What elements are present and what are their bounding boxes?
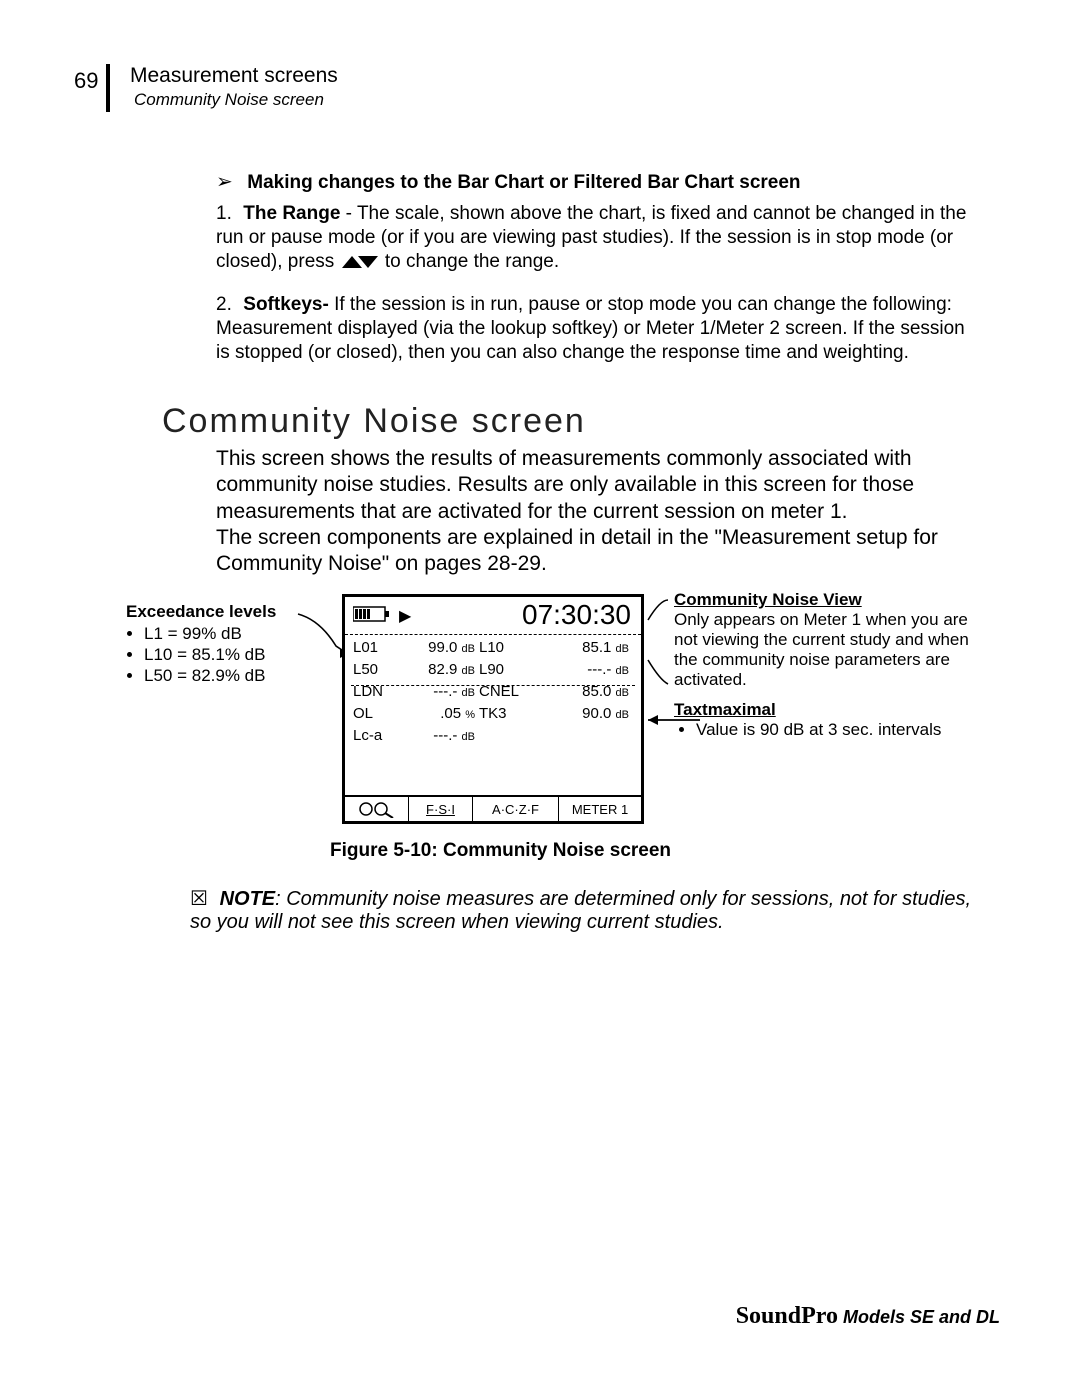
arrow-icon: ➢ — [216, 170, 242, 196]
header-subtitle: Community Noise screen — [134, 90, 324, 110]
section-heading: Community Noise screen — [162, 402, 586, 441]
footer: SoundPro Models SE and DL — [736, 1303, 1000, 1330]
header-bar — [106, 64, 110, 112]
note-icon: ☒ — [190, 886, 214, 911]
device-top-bar: ▶ 07:30:30 — [345, 597, 641, 635]
taxtmax-body: Value is 90 dB at 3 sec. intervals — [696, 720, 974, 740]
right-annotation: Community Noise View Only appears on Met… — [674, 590, 974, 740]
softkey-meter[interactable]: METER 1 — [559, 797, 641, 821]
intro-paragraph: This screen shows the results of measure… — [216, 446, 976, 577]
softkey-lookup[interactable] — [345, 797, 409, 821]
device-screen: ▶ 07:30:30 L0199.0 dBL1085.1 dBL5082.9 d… — [342, 594, 644, 824]
page-number: 69 — [74, 68, 98, 94]
taxtmax-title: Taxtmaximal — [674, 700, 974, 720]
figure-caption: Figure 5-10: Community Noise screen — [330, 840, 671, 862]
softkey-response[interactable]: F·S·I — [409, 797, 473, 821]
cnv-body: Only appears on Meter 1 when you are not… — [674, 610, 974, 690]
exceedance-annotation: Exceedance levels L1 = 99% dB L10 = 85.1… — [126, 602, 326, 687]
device-rows: L0199.0 dBL1085.1 dBL5082.9 dBL90---.- d… — [345, 635, 641, 749]
exceed-l3: L50 = 82.9% dB — [144, 666, 326, 686]
footer-models: Models SE and DL — [838, 1307, 1000, 1327]
item-2-label: Softkeys- — [243, 294, 329, 315]
item-1-tail: to change the range. — [380, 251, 560, 272]
exceed-l1: L1 = 99% dB — [144, 624, 326, 644]
making-heading: Making changes to the Bar Chart or Filte… — [247, 172, 800, 193]
item-1-num: 1. — [216, 202, 238, 226]
battery-icon — [353, 605, 393, 628]
play-icon: ▶ — [399, 606, 411, 626]
footer-brand: SoundPro — [736, 1303, 838, 1329]
item-1-label: The Range — [243, 203, 340, 224]
dashed-line — [351, 685, 635, 686]
item-2-num: 2. — [216, 293, 238, 317]
up-down-icon — [340, 250, 380, 274]
softkey-weighting[interactable]: A·C·Z·F — [473, 797, 559, 821]
exceed-l2: L10 = 85.1% dB — [144, 645, 326, 665]
exceedance-title: Exceedance levels — [126, 602, 326, 622]
note-body: : Community noise measures are determine… — [190, 888, 971, 933]
item-2-body: If the session is in run, pause or stop … — [216, 294, 965, 364]
header-title: Measurement screens — [130, 64, 338, 88]
softkey-bar: F·S·I A·C·Z·F METER 1 — [345, 795, 641, 821]
device-clock: 07:30:30 — [522, 599, 631, 631]
making-changes-section: ➢ Making changes to the Bar Chart or Fil… — [216, 170, 976, 366]
cnv-title: Community Noise View — [674, 590, 974, 610]
note-title: NOTE — [220, 888, 276, 910]
note-block: ☒ NOTE: Community noise measures are det… — [190, 886, 976, 934]
